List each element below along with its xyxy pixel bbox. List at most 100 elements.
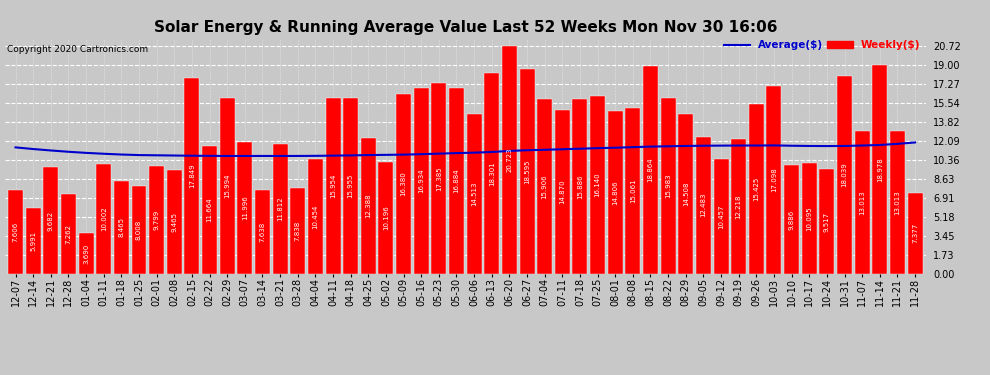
Bar bbox=[837, 75, 852, 274]
Text: 16.380: 16.380 bbox=[401, 171, 407, 196]
Text: 10.457: 10.457 bbox=[718, 204, 724, 228]
Text: 9.886: 9.886 bbox=[789, 209, 795, 230]
Bar bbox=[184, 78, 199, 274]
Text: 14.806: 14.806 bbox=[612, 180, 618, 205]
Bar bbox=[96, 164, 111, 274]
Text: 20.723: 20.723 bbox=[507, 148, 513, 172]
Text: 15.954: 15.954 bbox=[330, 174, 336, 198]
Bar bbox=[660, 98, 675, 274]
Text: 13.013: 13.013 bbox=[894, 190, 901, 214]
Text: 18.978: 18.978 bbox=[877, 157, 883, 182]
Text: 12.388: 12.388 bbox=[365, 194, 371, 218]
Text: 18.864: 18.864 bbox=[647, 158, 653, 182]
Text: 3.690: 3.690 bbox=[83, 243, 89, 264]
Bar bbox=[502, 46, 517, 274]
Bar bbox=[748, 104, 764, 274]
Text: 15.983: 15.983 bbox=[665, 174, 671, 198]
Bar bbox=[572, 99, 587, 274]
Legend: Average($), Weekly($): Average($), Weekly($) bbox=[724, 40, 921, 50]
Text: 11.996: 11.996 bbox=[242, 195, 248, 220]
Bar bbox=[854, 131, 869, 274]
Text: 10.454: 10.454 bbox=[313, 204, 319, 228]
Text: 16.884: 16.884 bbox=[453, 169, 459, 193]
Bar bbox=[520, 69, 535, 274]
Text: 7.606: 7.606 bbox=[13, 222, 19, 242]
Text: 18.039: 18.039 bbox=[842, 162, 847, 187]
Bar bbox=[626, 108, 641, 274]
Text: 14.508: 14.508 bbox=[683, 182, 689, 206]
Text: 7.262: 7.262 bbox=[65, 224, 71, 244]
Text: 9.799: 9.799 bbox=[153, 210, 159, 230]
Text: 14.513: 14.513 bbox=[471, 182, 477, 206]
Bar bbox=[61, 194, 76, 274]
Text: Copyright 2020 Cartronics.com: Copyright 2020 Cartronics.com bbox=[7, 45, 148, 54]
Text: 8.465: 8.465 bbox=[119, 217, 125, 237]
Bar bbox=[484, 73, 499, 274]
Bar bbox=[538, 99, 552, 274]
Text: 10.196: 10.196 bbox=[383, 206, 389, 230]
Text: 7.377: 7.377 bbox=[912, 223, 918, 243]
Bar bbox=[8, 190, 23, 274]
Text: 8.008: 8.008 bbox=[136, 220, 142, 240]
Text: 18.301: 18.301 bbox=[489, 161, 495, 186]
Bar bbox=[255, 190, 270, 274]
Bar bbox=[344, 98, 358, 274]
Bar bbox=[554, 110, 570, 274]
Bar bbox=[802, 163, 817, 274]
Text: 7.638: 7.638 bbox=[259, 222, 265, 242]
Bar bbox=[132, 186, 147, 274]
Bar bbox=[272, 144, 288, 274]
Bar bbox=[872, 65, 887, 274]
Text: 10.002: 10.002 bbox=[101, 207, 107, 231]
Bar bbox=[732, 140, 746, 274]
Bar bbox=[766, 86, 781, 274]
Bar bbox=[149, 166, 164, 274]
Text: 18.595: 18.595 bbox=[524, 159, 530, 184]
Text: 15.955: 15.955 bbox=[347, 174, 353, 198]
Bar bbox=[166, 170, 182, 274]
Bar bbox=[414, 88, 429, 274]
Text: 16.934: 16.934 bbox=[418, 168, 424, 193]
Bar bbox=[78, 233, 94, 274]
Bar bbox=[820, 169, 835, 274]
Text: 11.664: 11.664 bbox=[207, 197, 213, 222]
Bar bbox=[396, 94, 411, 274]
Bar bbox=[238, 142, 252, 274]
Text: 17.098: 17.098 bbox=[771, 167, 777, 192]
Bar bbox=[326, 99, 341, 274]
Text: 15.906: 15.906 bbox=[542, 174, 547, 199]
Bar bbox=[696, 136, 711, 274]
Title: Solar Energy & Running Average Value Last 52 Weeks Mon Nov 30 16:06: Solar Energy & Running Average Value Las… bbox=[153, 20, 777, 35]
Text: 9.682: 9.682 bbox=[48, 210, 53, 231]
Text: 17.849: 17.849 bbox=[189, 164, 195, 188]
Bar bbox=[290, 188, 305, 274]
Bar bbox=[26, 208, 41, 274]
Bar bbox=[590, 96, 605, 274]
Text: 15.061: 15.061 bbox=[630, 179, 636, 203]
Text: 12.483: 12.483 bbox=[700, 193, 707, 217]
Bar bbox=[643, 66, 658, 274]
Bar bbox=[678, 114, 693, 274]
Text: 10.095: 10.095 bbox=[806, 206, 812, 231]
Text: 7.838: 7.838 bbox=[295, 220, 301, 241]
Bar bbox=[466, 114, 481, 274]
Text: 17.385: 17.385 bbox=[436, 166, 442, 190]
Text: 9.465: 9.465 bbox=[171, 212, 177, 232]
Bar bbox=[202, 146, 217, 274]
Text: 14.870: 14.870 bbox=[559, 180, 565, 204]
Bar bbox=[308, 159, 323, 274]
Bar bbox=[714, 159, 729, 274]
Bar bbox=[890, 131, 905, 274]
Bar bbox=[114, 181, 129, 274]
Text: 16.140: 16.140 bbox=[595, 173, 601, 197]
Text: 15.994: 15.994 bbox=[224, 174, 231, 198]
Bar bbox=[44, 167, 58, 274]
Text: 5.991: 5.991 bbox=[30, 231, 37, 251]
Bar bbox=[784, 165, 799, 274]
Bar bbox=[360, 138, 376, 274]
Text: 15.886: 15.886 bbox=[577, 174, 583, 199]
Text: 13.013: 13.013 bbox=[859, 190, 865, 214]
Bar bbox=[608, 111, 623, 274]
Text: 11.812: 11.812 bbox=[277, 196, 283, 221]
Bar bbox=[908, 193, 923, 274]
